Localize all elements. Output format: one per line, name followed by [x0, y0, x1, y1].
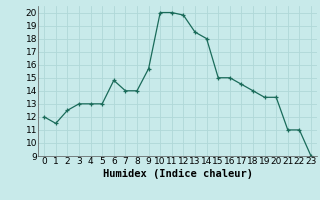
- X-axis label: Humidex (Indice chaleur): Humidex (Indice chaleur): [103, 169, 252, 179]
